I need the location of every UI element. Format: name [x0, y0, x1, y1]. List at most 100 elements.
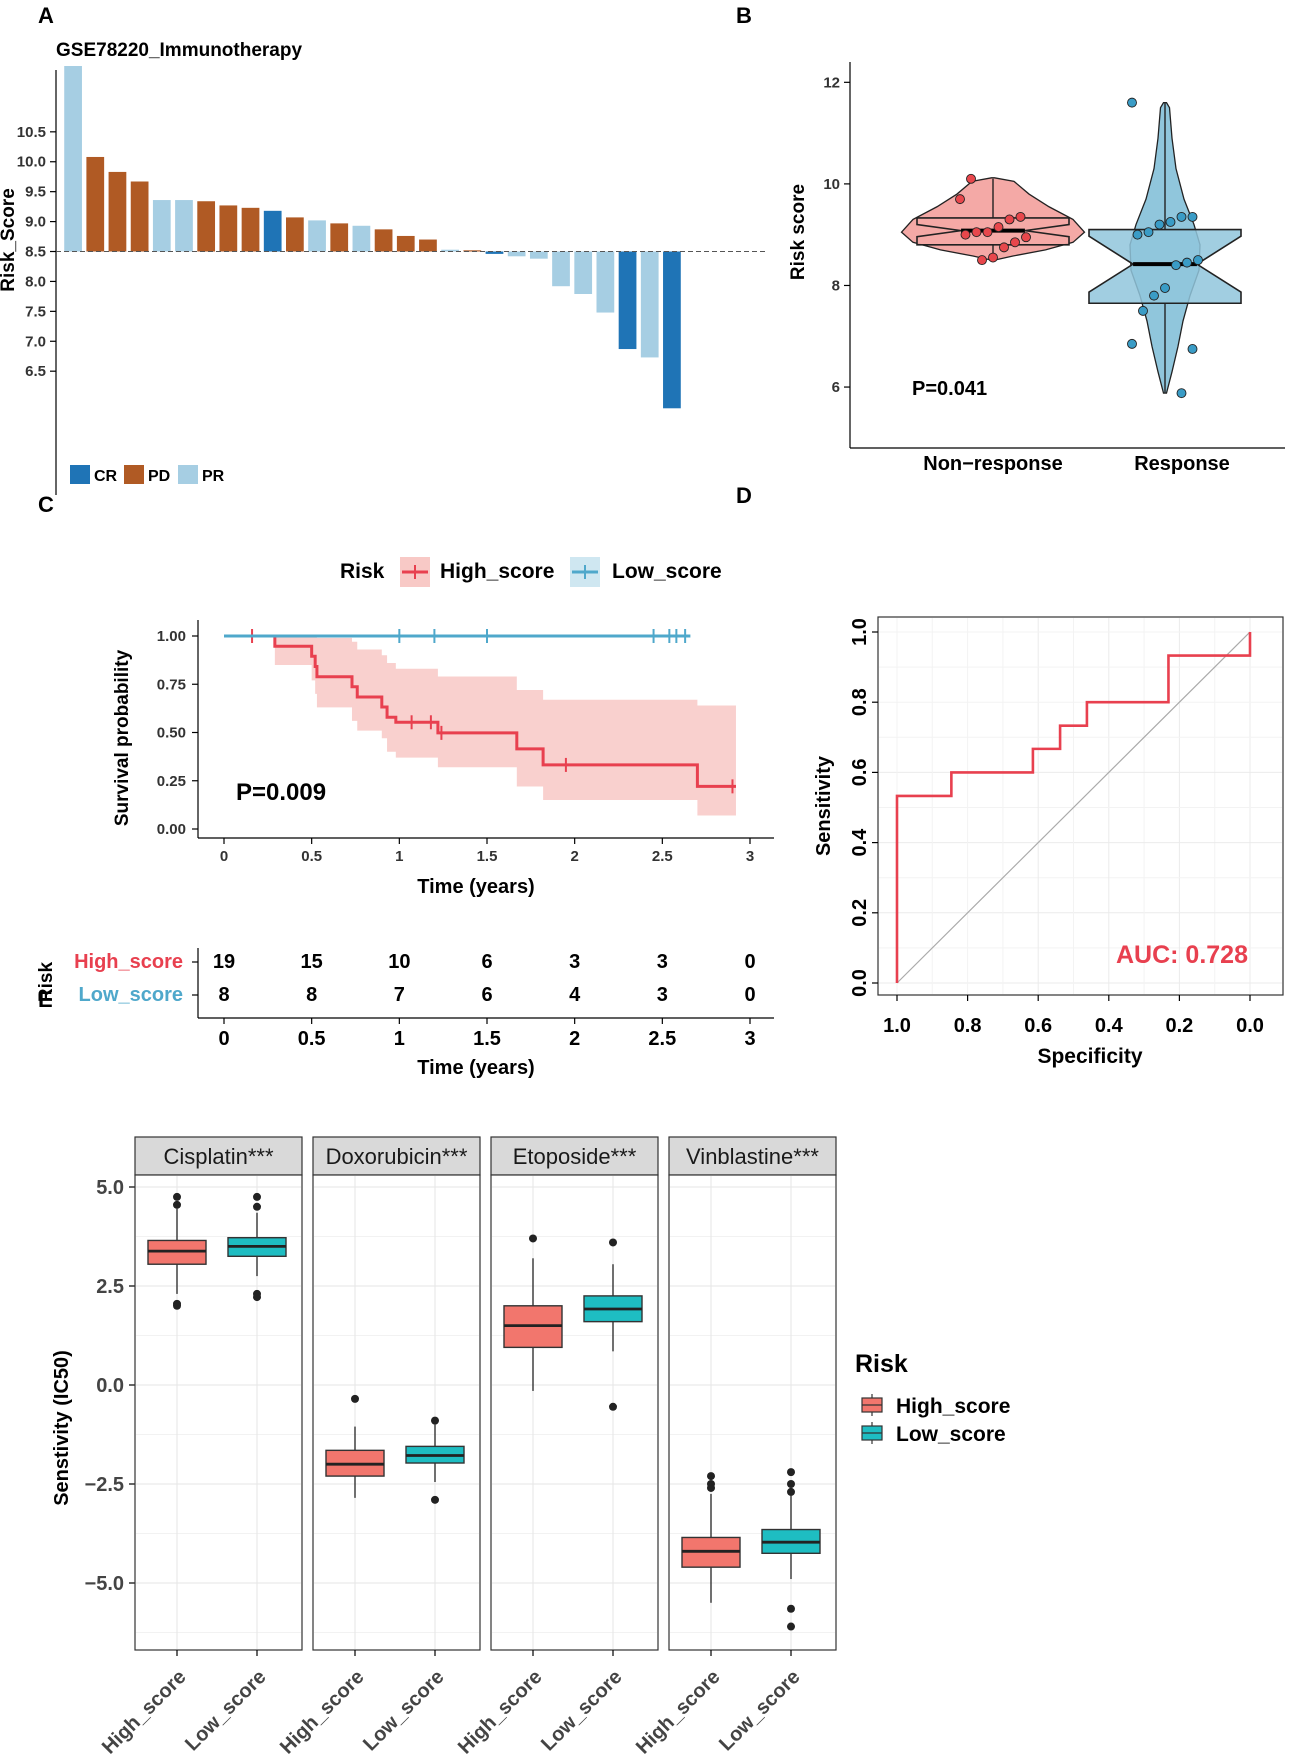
- panel-b-pvalue: P=0.041: [912, 378, 987, 400]
- outlier: [529, 1234, 537, 1243]
- outlier: [351, 1394, 359, 1403]
- facet-title: Doxorubicin***: [326, 1144, 468, 1169]
- panel-e-y-ticks: 5.0 2.5 0.0 −2.5 −5.0: [85, 1177, 135, 1595]
- outlier: [787, 1487, 795, 1496]
- y-tick-label: 0.50: [157, 725, 186, 742]
- panel-label-b: B: [736, 3, 752, 28]
- facet-panel: [668, 1174, 837, 1651]
- panel-a-ylabel: Risk_Score: [0, 188, 19, 292]
- risk-x-tick-label: 0.5: [298, 1028, 326, 1050]
- risk-count: 8: [218, 984, 229, 1006]
- risk-x-tick-label: 2.5: [648, 1028, 676, 1050]
- bar-15: [374, 229, 393, 252]
- outlier: [787, 1604, 795, 1613]
- panel-c-pvalue: P=0.009: [236, 779, 326, 806]
- x-tick-label: 1: [395, 848, 403, 865]
- x-tick-label: 3: [746, 848, 754, 865]
- bar-1: [64, 66, 82, 252]
- risk-count: 6: [481, 984, 492, 1006]
- point-1-4: [1154, 219, 1165, 230]
- y-tick-label: 0.0: [96, 1375, 124, 1397]
- panel-c-legend-title: Risk: [340, 560, 385, 583]
- x-tick-label: 2: [570, 848, 578, 865]
- point-0-9: [999, 242, 1009, 253]
- x-tick-label: 0.0: [1236, 1015, 1264, 1037]
- y-tick-label: 10: [823, 176, 840, 193]
- risk-count: 4: [569, 984, 581, 1006]
- point-1-2: [1176, 211, 1187, 222]
- bar-22: [529, 251, 548, 259]
- facet-strip: [490, 1136, 659, 1176]
- panel-b-xtick-nonresponse: Non−response: [923, 453, 1062, 475]
- outlier: [173, 1192, 181, 1201]
- panel-d-xlabel: Specificity: [1037, 1045, 1142, 1068]
- bar-27: [640, 251, 659, 358]
- outlier: [787, 1622, 795, 1631]
- risk-table-row-label-low: Low_score: [79, 984, 183, 1006]
- point-1-8: [1182, 257, 1192, 268]
- risk-x-tick-label: 0: [218, 1028, 229, 1050]
- risk-table-row-label-high: High_score: [74, 951, 183, 973]
- x-tick-label: 0: [220, 848, 228, 865]
- point-1-15: [1176, 388, 1187, 399]
- outlier: [787, 1480, 795, 1488]
- panel-c-ticks: 0 0.5 1 1.5 2 2.5 3 0.00 0.25 0.50 0.75 1.00: [157, 628, 754, 865]
- outlier: [173, 1301, 181, 1310]
- bar-12: [308, 220, 326, 252]
- panel-d-frame: [877, 616, 1284, 996]
- x-tick-label: Low_score: [359, 1666, 448, 1755]
- roc-curve: [895, 632, 1252, 983]
- panel-a-title: GSE78220_Immunotherapy: [56, 40, 302, 61]
- bar-24: [574, 251, 593, 294]
- facet-title: Etoposide***: [513, 1144, 637, 1169]
- x-tick-label: 0.8: [954, 1015, 982, 1037]
- bar-23: [552, 251, 570, 287]
- panel-label-e: E: [38, 987, 53, 1012]
- y-tick-label: 0.2: [849, 899, 871, 927]
- x-tick-label: Low_score: [537, 1666, 626, 1755]
- risk-count: 3: [657, 951, 668, 973]
- panel-a-bars: [64, 66, 681, 409]
- y-tick-label: 0.75: [157, 676, 186, 693]
- point-0-4: [982, 227, 993, 238]
- outlier: [253, 1293, 261, 1302]
- risk-x-tick-label: 2: [569, 1028, 580, 1050]
- x-tick-label: 0.6: [1024, 1015, 1052, 1037]
- bar-25: [596, 251, 615, 313]
- bar-11: [286, 217, 304, 252]
- panel-e-legend: Risk High_score Low_score: [855, 1350, 1010, 1446]
- panel-d-diagonal: [896, 631, 1251, 984]
- panel-a-waterfall: GSE78220_Immunotherapy Risk_Score 6.5 7.0…: [0, 40, 768, 495]
- risk-x-tick-label: 1: [394, 1028, 405, 1050]
- facet-title: Vinblastine***: [686, 1144, 819, 1169]
- panel-d-ylabel: Sensitivity: [813, 755, 835, 856]
- outlier: [609, 1402, 617, 1411]
- y-tick-label: 2.5: [96, 1276, 124, 1298]
- risk-count: 0: [744, 951, 755, 973]
- outlier: [609, 1238, 617, 1247]
- panel-b-violin: Risk score 6 8 10 12 P=0.041 Non−response R…: [788, 62, 1285, 475]
- panel-b-plot: [900, 97, 1242, 399]
- panel-b-xtick-response: Response: [1134, 453, 1230, 475]
- bar-17: [419, 239, 437, 252]
- facet-title: Cisplatin***: [163, 1144, 273, 1169]
- legend-swatch-pr: [178, 465, 198, 484]
- outlier: [707, 1483, 715, 1492]
- facet-panel: [490, 1174, 659, 1651]
- legend-label-cr: CR: [94, 468, 118, 485]
- bar-8: [219, 205, 238, 252]
- point-0-11: [977, 255, 987, 266]
- y-tick-label: 6.5: [25, 363, 46, 380]
- point-0-2: [1004, 214, 1015, 225]
- panel-c-ylabel: Survival probability: [112, 649, 133, 826]
- panel-d-auc: AUC: 0.728: [1116, 941, 1248, 969]
- y-tick-label: 1.00: [157, 628, 186, 645]
- bar-2: [86, 156, 105, 252]
- y-tick-label: 0.25: [157, 773, 186, 790]
- facet-strip: [312, 1136, 481, 1176]
- bar-26: [618, 251, 637, 350]
- risk-x-tick-label: 3: [744, 1028, 755, 1050]
- panel-e-ylabel: Senstivity (IC50): [51, 1350, 73, 1506]
- risk-count: 3: [569, 951, 580, 973]
- y-tick-label: 8.5: [25, 244, 46, 261]
